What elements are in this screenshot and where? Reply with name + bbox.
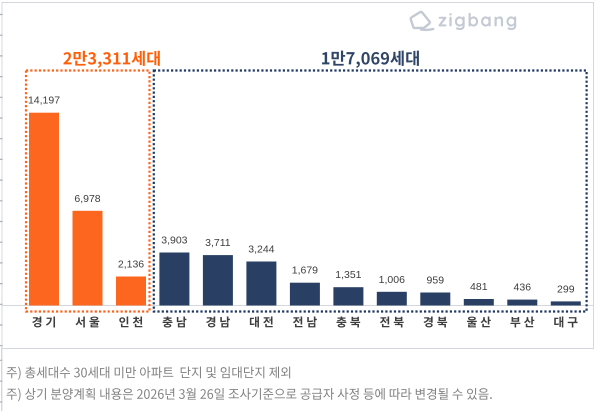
svg-text:14,197: 14,197 — [28, 95, 60, 107]
svg-text:299: 299 — [557, 283, 575, 295]
svg-text:1,006: 1,006 — [379, 274, 405, 286]
svg-text:436: 436 — [514, 282, 532, 294]
svg-text:959: 959 — [427, 275, 445, 287]
svg-text:1,679: 1,679 — [292, 265, 318, 277]
svg-text:3,711: 3,711 — [205, 237, 231, 249]
svg-text:2,136: 2,136 — [118, 259, 144, 271]
svg-text:3,244: 3,244 — [248, 244, 274, 256]
svg-text:481: 481 — [470, 281, 488, 293]
svg-text:3,903: 3,903 — [161, 235, 187, 247]
svg-text:1,351: 1,351 — [335, 269, 361, 281]
svg-text:6,978: 6,978 — [74, 193, 100, 205]
